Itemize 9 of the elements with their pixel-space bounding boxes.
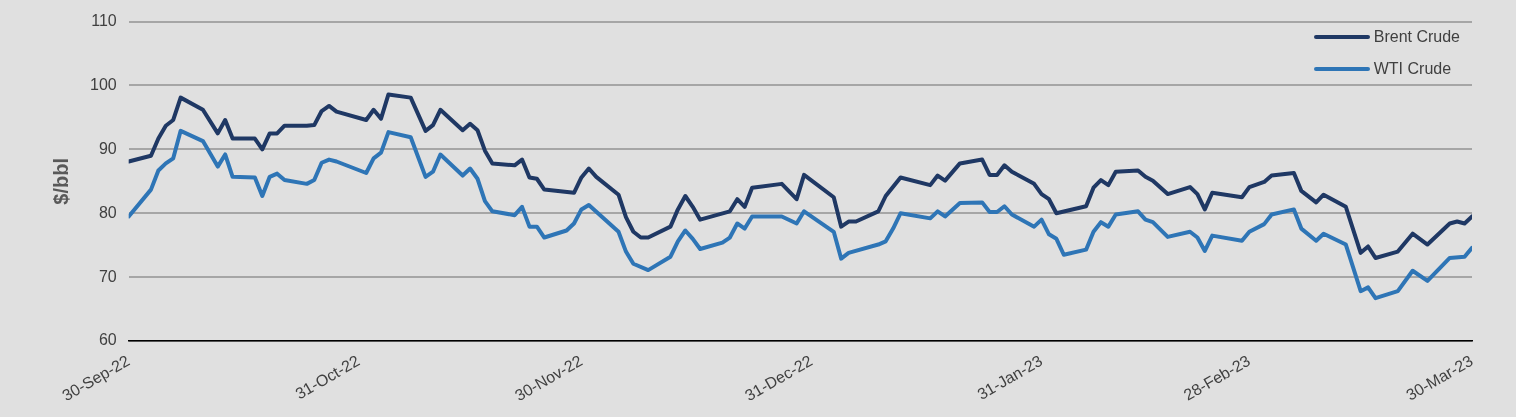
y-tick-label: 90 [98,139,117,157]
y-tick-label: 60 [98,331,117,349]
y-axis-title: $/bbl [49,157,72,205]
y-tick-label: 110 [91,12,117,30]
y-tick-label: 70 [98,267,117,285]
legend-label: Brent Crude [1373,27,1460,46]
y-tick-label: 80 [98,203,117,221]
legend-label: WTI Crude [1373,59,1452,78]
y-tick-label: 100 [89,75,117,93]
